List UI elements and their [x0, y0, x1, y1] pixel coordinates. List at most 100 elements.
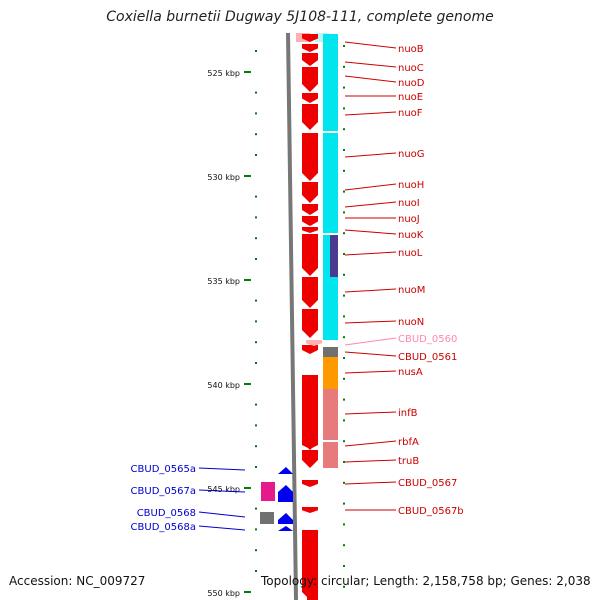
forward-gene-arrow [302, 309, 318, 338]
gene-label: CBUD_0561 [398, 352, 457, 363]
scale-minor-tick [343, 398, 345, 401]
scale-minor-tick [255, 154, 257, 156]
label-leader-line [198, 489, 246, 493]
scale-tick-label: 540 kbp [207, 381, 240, 390]
forward-gene-arrow [302, 227, 318, 233]
scale-minor-tick [255, 258, 257, 260]
scale-tick-label: 530 kbp [207, 173, 240, 182]
scale-minor-tick [255, 445, 257, 448]
forward-gene-arrow [302, 67, 318, 92]
scale-minor-tick [343, 481, 345, 484]
scale-minor-tick [343, 461, 345, 463]
reverse-gene-arrow [278, 526, 293, 531]
accession-text: Accession: NC_009727 [9, 574, 146, 588]
scale-minor-tick [343, 149, 345, 151]
scale-minor-tick [343, 253, 345, 255]
label-leader-line [198, 511, 246, 518]
scale-minor-tick [255, 50, 257, 52]
scale-minor-tick [255, 528, 257, 531]
scale-minor-tick [255, 507, 257, 510]
forward-gene-arrow [302, 53, 318, 66]
scale-minor-tick [255, 320, 257, 323]
forward-gene-arrow [302, 34, 318, 42]
scale-minor-tick [255, 403, 257, 406]
cog-band-gray [260, 512, 274, 524]
cog-band-transcription [323, 357, 338, 389]
forward-gene-arrow [302, 182, 318, 203]
label-leader-line [344, 459, 397, 463]
cog-band-translation [323, 442, 338, 468]
label-leader-line [198, 525, 246, 531]
scale-tick-label: 525 kbp [207, 69, 240, 78]
scale-minor-tick [255, 466, 257, 468]
scale-minor-tick [343, 86, 345, 89]
gene-label: nuoF [398, 108, 423, 119]
forward-gene-arrow [302, 440, 318, 449]
scale-minor-tick [343, 169, 345, 172]
scale-minor-tick [343, 107, 345, 110]
map-title: Coxiella burnetii Dugway 5J108-111, comp… [106, 9, 494, 25]
gene-label: nuoN [398, 317, 424, 328]
gene-label: nuoL [398, 248, 423, 259]
label-leader-line [344, 288, 397, 293]
scale-minor-tick [255, 362, 257, 364]
forward-gene-body [307, 548, 318, 600]
gene-label: nusA [398, 367, 423, 378]
scale-minor-tick [343, 440, 345, 443]
scale-minor-tick [343, 294, 345, 297]
forward-gene-arrow [302, 345, 318, 354]
gene-track [278, 34, 322, 600]
cog-band-energy [323, 133, 338, 233]
scale-minor-tick [255, 570, 257, 572]
scale-tick-label: 550 kbp [207, 589, 240, 598]
gene-label: nuoJ [398, 214, 420, 225]
gene-label: rbfA [398, 437, 419, 448]
scale-minor-tick [343, 315, 345, 318]
forward-gene-arrow [302, 480, 318, 487]
forward-gene-arrow [302, 234, 318, 276]
scale-minor-tick [343, 65, 345, 68]
scale-minor-tick [343, 232, 345, 235]
forward-gene-arrow [302, 93, 318, 103]
gene-labels: nuoB nuoC nuoD nuoE nuoF nuoG nuoH nuoI nuoJ nuoK… [131, 41, 464, 533]
scale-minor-tick [343, 419, 345, 422]
cog-band-translation [323, 389, 338, 440]
reverse-gene-arrow [278, 467, 293, 474]
gene-label: nuoB [398, 44, 424, 55]
gene-label: CBUD_0567b [398, 506, 464, 517]
gene-label: CBUD_0565a [131, 464, 196, 475]
scale-minor-tick [343, 502, 345, 505]
forward-gene-arrow [302, 133, 318, 181]
gene-label: CBUD_0567a [131, 486, 196, 497]
scale-minor-tick [343, 45, 345, 47]
scale-minor-tick [255, 195, 257, 198]
gene-label: nuoM [398, 285, 425, 296]
scale-ruler: 525 kbp 530 kbp 535 kbp 540 kbp 545 kbp 550 k… [207, 45, 345, 598]
cog-band-energy [323, 34, 338, 131]
label-leader-line [344, 152, 397, 158]
scale-minor-tick [255, 341, 257, 344]
scale-minor-tick [255, 299, 257, 302]
gene-label: CBUD_0568a [131, 522, 196, 533]
scale-minor-tick [343, 190, 345, 193]
gene-label: nuoH [398, 180, 424, 191]
gene-label: nuoG [398, 149, 425, 160]
scale-minor-tick [255, 424, 257, 427]
scale-tick-label: 535 kbp [207, 277, 240, 286]
pseudogene-arrow [306, 340, 322, 346]
forward-gene-arrow [302, 375, 318, 450]
forward-gene-arrow [302, 216, 318, 226]
cog-band-magenta [261, 482, 275, 501]
gene-label: nuoK [398, 230, 424, 241]
label-leader-line [344, 320, 397, 324]
label-leader-line [344, 411, 397, 415]
scale-minor-tick [343, 377, 345, 380]
scale-minor-tick [255, 237, 257, 240]
gene-label: nuoE [398, 92, 423, 103]
gene-label: CBUD_0568 [137, 508, 196, 519]
scale-minor-tick [255, 91, 257, 94]
scale-minor-tick [255, 112, 257, 115]
scale-tick-label: 545 kbp [207, 485, 240, 494]
scale-minor-tick [255, 133, 257, 136]
